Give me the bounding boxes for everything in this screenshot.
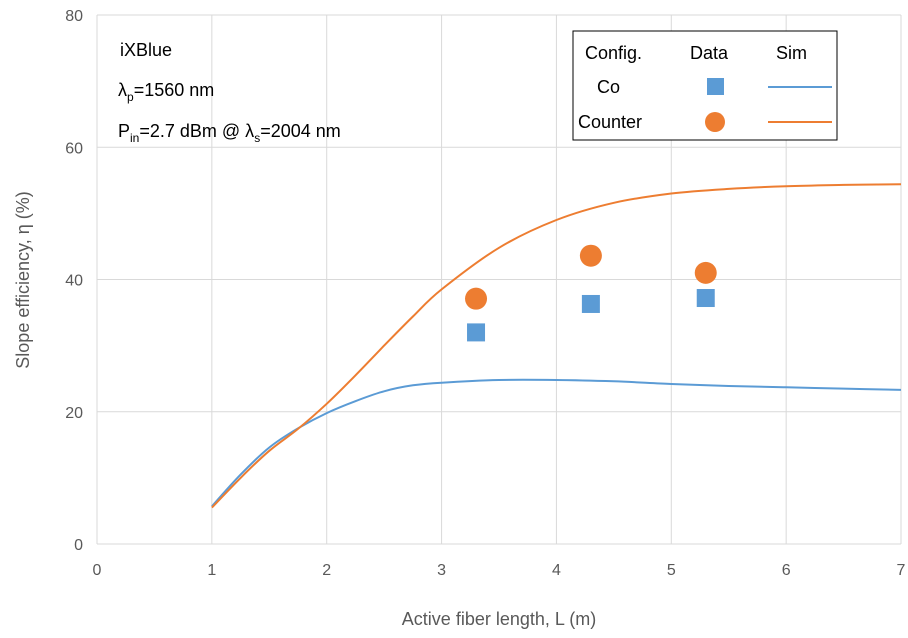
pin-symbol: P bbox=[118, 121, 130, 141]
pump-value: =1560 nm bbox=[134, 80, 215, 100]
y-axis-title: Slope efficiency, η (%) bbox=[13, 191, 33, 368]
y-tick-label: 80 bbox=[65, 8, 83, 25]
x-tick-label: 7 bbox=[897, 562, 906, 579]
x-tick-label: 6 bbox=[782, 562, 791, 579]
y-tick-label: 40 bbox=[65, 273, 83, 290]
x-axis-title: Active fiber length, L (m) bbox=[402, 609, 596, 629]
legend-header-config: Config. bbox=[585, 43, 642, 63]
pump-subscript: p bbox=[127, 90, 134, 104]
x-tick-labels: 0 1 2 3 4 5 6 7 bbox=[93, 562, 906, 579]
legend-header-sim: Sim bbox=[776, 43, 807, 63]
signal-value: =2004 nm bbox=[260, 121, 341, 141]
sim-line-counter bbox=[211, 183, 902, 509]
legend-counter-data-marker bbox=[705, 112, 725, 132]
legend-co-data-marker bbox=[707, 78, 724, 95]
pin-value: =2.7 dBm @ λ bbox=[139, 121, 254, 141]
signal-subscript: s bbox=[254, 131, 260, 145]
sim-line-co bbox=[211, 378, 902, 507]
y-tick-labels: 0 20 40 60 80 bbox=[65, 8, 83, 554]
pin-subscript: in bbox=[130, 131, 139, 145]
pump-wavelength-label: λp=1560 nm bbox=[118, 80, 214, 104]
data-point-co bbox=[467, 323, 486, 342]
y-tick-label: 0 bbox=[74, 537, 83, 554]
x-tick-label: 3 bbox=[437, 562, 446, 579]
legend: Config. Data Sim Co Counter bbox=[572, 30, 838, 141]
data-point-counter bbox=[465, 287, 488, 310]
data-point-co bbox=[581, 294, 600, 313]
data-point-counter bbox=[579, 244, 602, 267]
x-tick-label: 2 bbox=[322, 562, 331, 579]
data-point-counter bbox=[694, 261, 717, 284]
x-tick-label: 0 bbox=[93, 562, 102, 579]
x-tick-label: 4 bbox=[552, 562, 561, 579]
input-power-label: Pin=2.7 dBm @ λs=2004 nm bbox=[118, 121, 341, 145]
data-point-co bbox=[696, 289, 715, 308]
y-tick-label: 20 bbox=[65, 405, 83, 422]
pump-symbol: λ bbox=[118, 80, 127, 100]
legend-label-counter: Counter bbox=[578, 112, 642, 132]
legend-header-data: Data bbox=[690, 43, 729, 63]
simulation-lines bbox=[211, 183, 902, 509]
x-tick-label: 5 bbox=[667, 562, 676, 579]
data-markers bbox=[465, 244, 717, 342]
x-tick-label: 1 bbox=[207, 562, 216, 579]
legend-label-co: Co bbox=[597, 77, 620, 97]
gridlines bbox=[96, 14, 902, 545]
manufacturer-label: iXBlue bbox=[120, 40, 172, 60]
y-tick-label: 60 bbox=[65, 140, 83, 157]
